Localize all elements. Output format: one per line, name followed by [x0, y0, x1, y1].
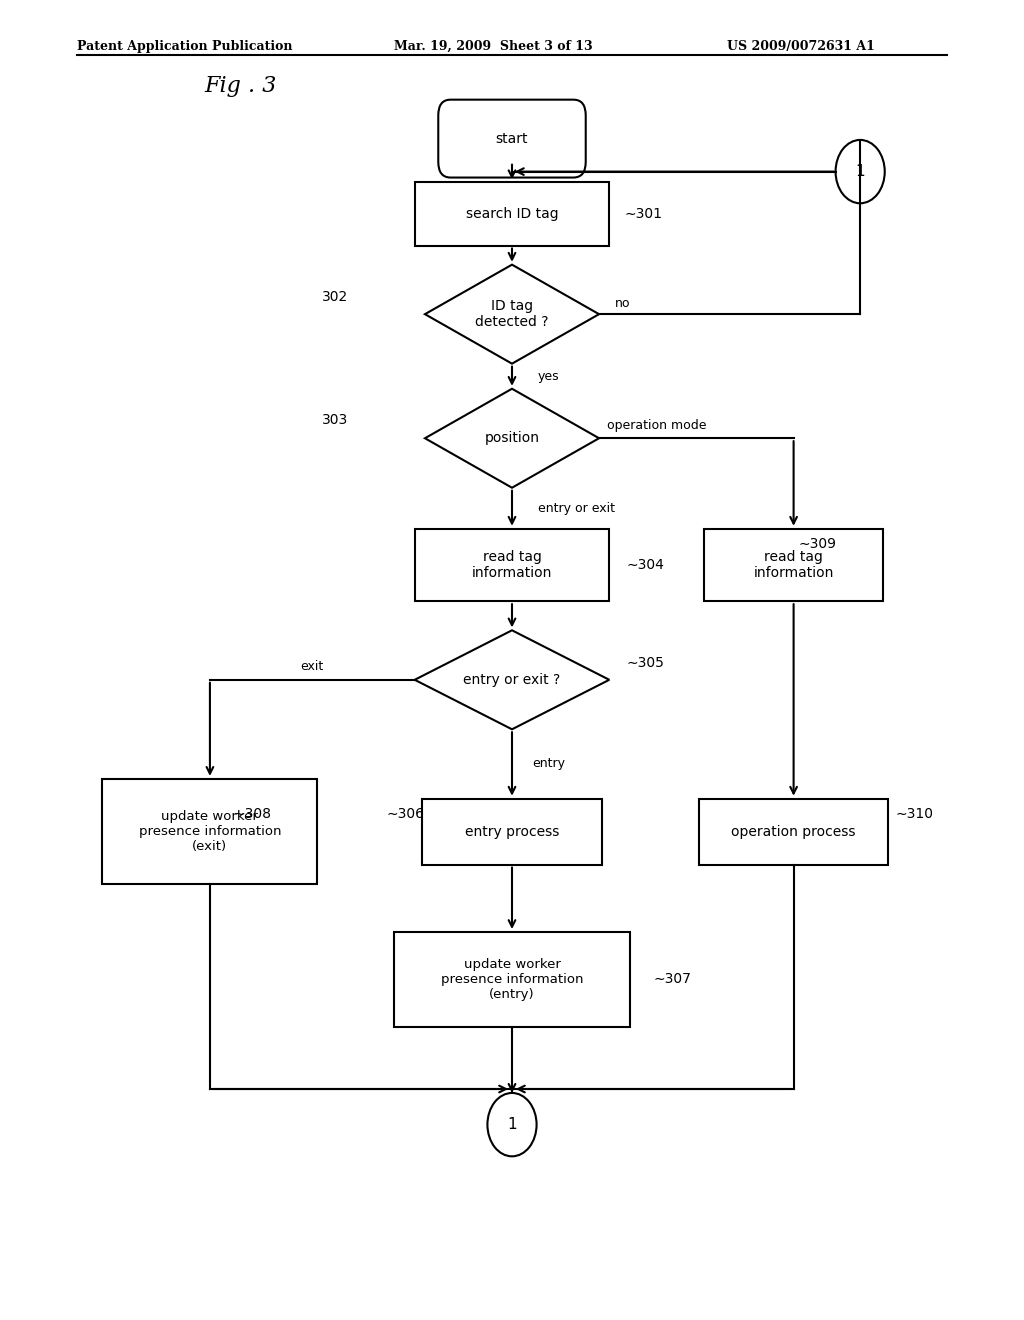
Text: operation process: operation process — [731, 825, 856, 838]
Bar — [422, 799, 601, 865]
Bar — [415, 182, 609, 246]
Text: Patent Application Publication: Patent Application Publication — [77, 40, 292, 53]
Bar — [698, 799, 888, 865]
Polygon shape — [425, 264, 599, 363]
Text: ∼307: ∼307 — [653, 973, 691, 986]
Text: 303: 303 — [322, 413, 348, 426]
Text: entry: entry — [532, 758, 565, 771]
Polygon shape — [415, 631, 609, 729]
Text: yes: yes — [538, 370, 559, 383]
Text: ∼309: ∼309 — [799, 537, 837, 550]
Text: ∼301: ∼301 — [625, 207, 663, 220]
FancyBboxPatch shape — [438, 99, 586, 177]
Text: position: position — [484, 432, 540, 445]
Bar — [394, 932, 630, 1027]
Text: operation mode: operation mode — [607, 418, 707, 432]
Text: Fig . 3: Fig . 3 — [205, 75, 278, 96]
Text: read tag
information: read tag information — [754, 550, 834, 579]
Circle shape — [836, 140, 885, 203]
Text: ∼306: ∼306 — [387, 808, 425, 821]
Text: start: start — [496, 132, 528, 145]
Text: entry process: entry process — [465, 825, 559, 838]
Text: update worker
presence information
(entry): update worker presence information (entr… — [440, 958, 584, 1001]
Text: ∼310: ∼310 — [896, 808, 934, 821]
Text: exit: exit — [301, 660, 324, 673]
Bar — [102, 779, 317, 884]
Text: 302: 302 — [322, 290, 348, 304]
Text: update worker
presence information
(exit): update worker presence information (exit… — [138, 810, 282, 853]
Text: no: no — [614, 297, 630, 310]
Text: ∼305: ∼305 — [627, 656, 665, 669]
Text: entry or exit: entry or exit — [538, 502, 614, 515]
Text: 1: 1 — [855, 164, 865, 180]
Text: ∼304: ∼304 — [627, 558, 665, 572]
Text: Mar. 19, 2009  Sheet 3 of 13: Mar. 19, 2009 Sheet 3 of 13 — [394, 40, 593, 53]
Bar — [705, 528, 883, 602]
Text: US 2009/0072631 A1: US 2009/0072631 A1 — [727, 40, 874, 53]
Bar — [415, 528, 609, 602]
Text: search ID tag: search ID tag — [466, 207, 558, 220]
Text: ∼308: ∼308 — [233, 808, 271, 821]
Circle shape — [487, 1093, 537, 1156]
Text: ID tag
detected ?: ID tag detected ? — [475, 300, 549, 329]
Text: read tag
information: read tag information — [472, 550, 552, 579]
Polygon shape — [425, 388, 599, 487]
Text: 1: 1 — [507, 1117, 517, 1133]
Text: entry or exit ?: entry or exit ? — [464, 673, 560, 686]
